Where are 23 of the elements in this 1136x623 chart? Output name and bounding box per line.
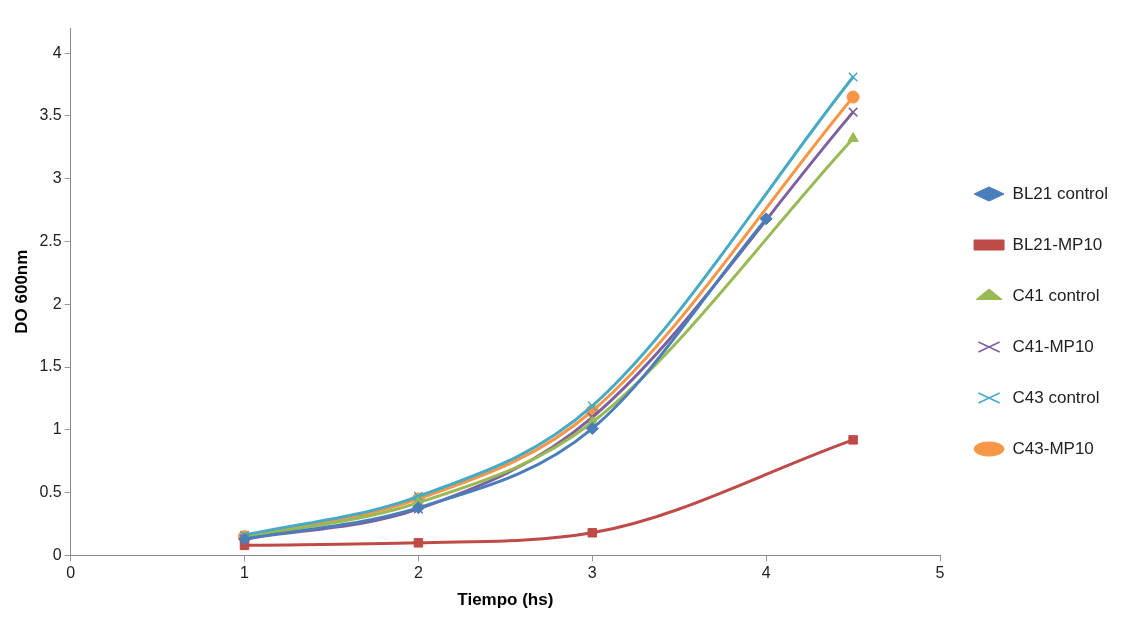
- x-tick-label: 1: [240, 564, 250, 582]
- y-tick-label: 3.5: [39, 106, 62, 124]
- x-tick-label: 0: [66, 564, 76, 582]
- y-axis-title: DO 600nm: [11, 249, 31, 334]
- legend-label: BL21 control: [1012, 183, 1108, 203]
- y-tick-label: 0: [52, 545, 62, 563]
- x-tick-label: 3: [587, 564, 597, 582]
- x-tick-label: 4: [761, 564, 771, 582]
- y-tick-label: 2.5: [39, 231, 62, 249]
- y-tick-label: 2: [52, 294, 62, 312]
- y-tick-label: 3: [52, 169, 62, 187]
- legend-label: BL21-MP10: [1012, 234, 1103, 254]
- legend-label: C43-MP10: [1012, 438, 1094, 458]
- y-tick-label: 4: [52, 43, 62, 61]
- legend-label: C41 control: [1012, 285, 1100, 305]
- x-tick-label: 2: [413, 564, 423, 582]
- legend-label: C41-MP10: [1012, 336, 1094, 356]
- legend-label: C43 control: [1012, 387, 1100, 407]
- y-tick-label: 1: [52, 420, 62, 438]
- x-tick-label: 5: [935, 564, 945, 582]
- y-tick-label: 1.5: [39, 357, 62, 375]
- x-axis-title: Tiempo (hs): [457, 590, 554, 610]
- y-tick-label: 0.5: [39, 483, 62, 501]
